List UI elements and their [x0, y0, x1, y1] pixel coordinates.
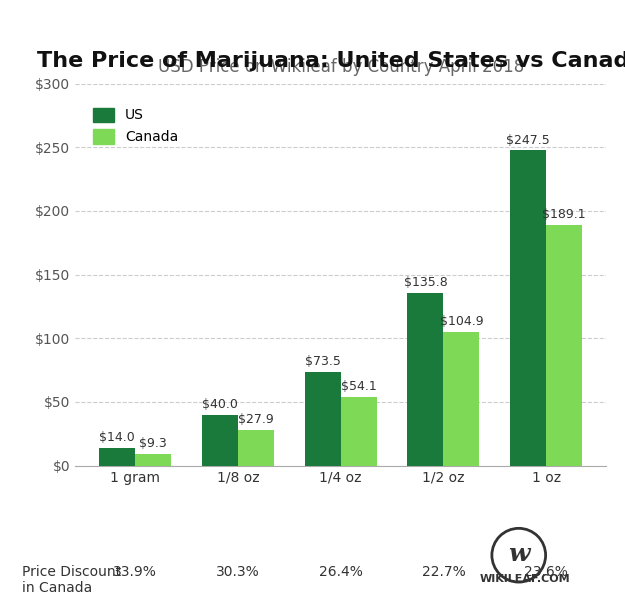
Text: 23.6%: 23.6%: [524, 565, 568, 579]
Text: $14.0: $14.0: [99, 431, 135, 444]
Text: 22.7%: 22.7%: [421, 565, 465, 579]
Text: 30.3%: 30.3%: [216, 565, 260, 579]
Text: w: w: [508, 542, 529, 566]
Text: $73.5: $73.5: [305, 355, 341, 368]
Text: $135.8: $135.8: [404, 276, 448, 289]
Bar: [202, 415, 238, 466]
Bar: [304, 372, 341, 466]
Bar: [238, 430, 274, 466]
Title: The Price of Marijuana: United States vs Canada: The Price of Marijuana: United States vs…: [37, 51, 625, 71]
Text: $104.9: $104.9: [439, 315, 483, 328]
Bar: [546, 225, 582, 466]
Text: $54.1: $54.1: [341, 380, 376, 393]
Text: $189.1: $189.1: [542, 208, 586, 221]
Text: USD Price on Wikileaf by Country April 2018: USD Price on Wikileaf by Country April 2…: [158, 58, 524, 76]
Bar: [99, 448, 135, 466]
Text: $247.5: $247.5: [506, 134, 550, 147]
Text: $40.0: $40.0: [202, 398, 238, 411]
Bar: [510, 150, 546, 466]
Text: 26.4%: 26.4%: [319, 565, 362, 579]
Legend: US, Canada: US, Canada: [88, 102, 184, 150]
Text: $9.3: $9.3: [139, 437, 167, 450]
Text: Price Discount
in Canada: Price Discount in Canada: [22, 565, 121, 595]
Bar: [135, 454, 171, 466]
Text: 33.9%: 33.9%: [113, 565, 157, 579]
Bar: [341, 397, 377, 466]
Bar: [443, 332, 479, 466]
Text: WIKILEAF.COM: WIKILEAF.COM: [480, 574, 571, 584]
Text: $27.9: $27.9: [238, 413, 274, 426]
Bar: [408, 293, 443, 466]
